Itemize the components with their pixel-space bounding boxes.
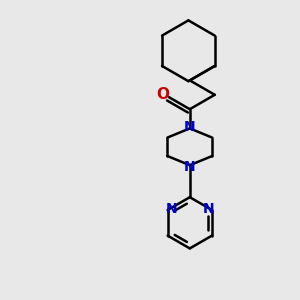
- Text: N: N: [202, 202, 214, 216]
- Text: N: N: [184, 160, 196, 174]
- Text: N: N: [166, 202, 177, 216]
- Text: O: O: [157, 87, 170, 102]
- Text: N: N: [184, 120, 196, 134]
